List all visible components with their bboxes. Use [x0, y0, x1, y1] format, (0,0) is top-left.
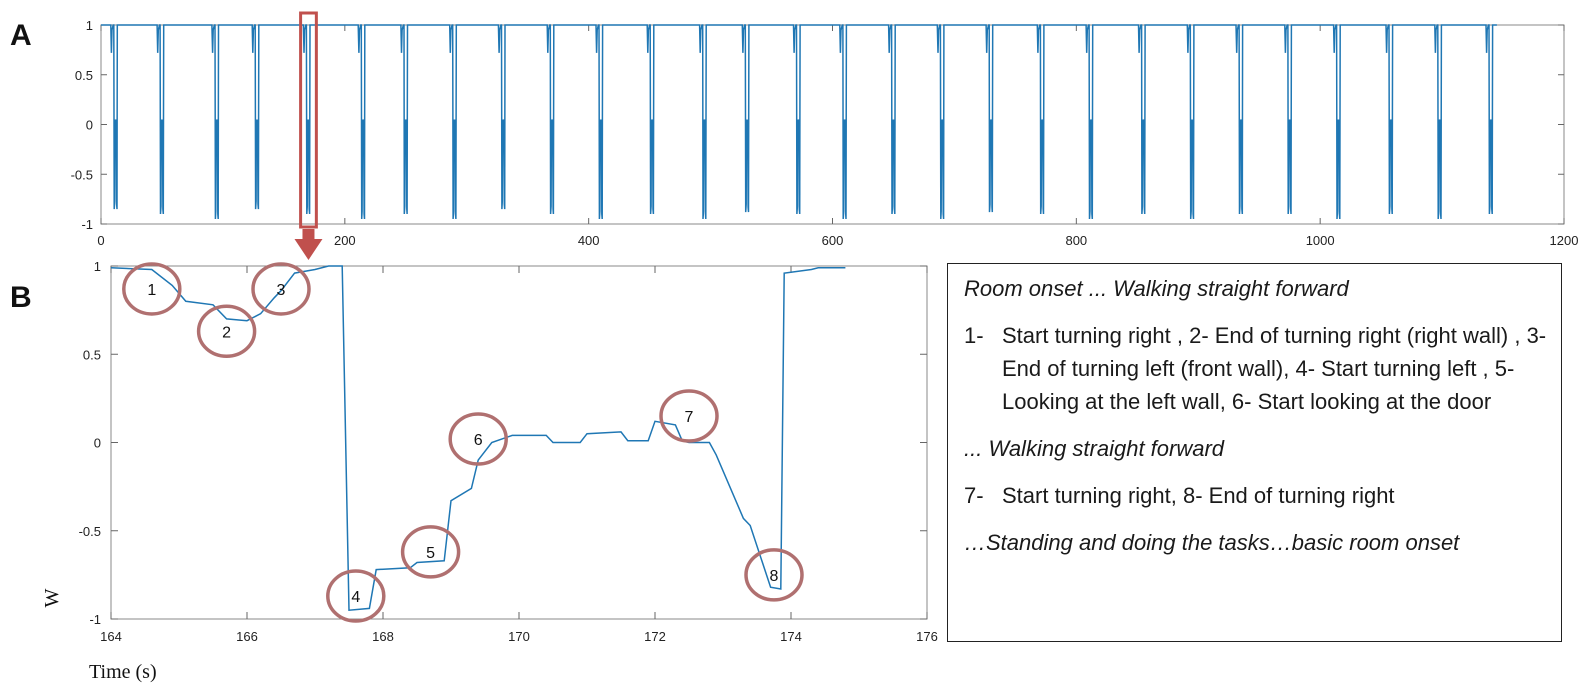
marker-label: 3	[277, 282, 286, 299]
marker-circle	[400, 525, 461, 579]
zoom-arrow	[294, 229, 323, 260]
event-marker: 5	[400, 525, 461, 579]
legend-middle: ... Walking straight forward	[964, 436, 1225, 461]
marker-circle	[326, 569, 386, 623]
marker-circle	[448, 412, 508, 466]
panel-a-axes	[100, 24, 1565, 225]
event-marker: 3	[251, 262, 311, 316]
event-marker: 7	[659, 389, 719, 443]
x-axis-label: Time (s)	[89, 661, 157, 683]
legend-footer: …Standing and doing the tasks…basic room…	[964, 530, 1460, 555]
y-tick-label: 0	[94, 436, 101, 451]
y-tick-label: 0.5	[83, 347, 101, 362]
legend-item-text: Start turning right, 8- End of turning r…	[1002, 483, 1395, 508]
legend-item-num: 7-	[964, 483, 984, 508]
marker-circle	[659, 389, 719, 443]
y-tick-label: -0.5	[71, 167, 93, 182]
marker-label: 7	[685, 409, 694, 426]
legend-item-num: 1-	[964, 323, 984, 348]
panel-a-line	[101, 24, 1497, 220]
marker-label: 1	[147, 282, 156, 299]
x-tick-label: 174	[780, 629, 802, 644]
panel-b-line	[110, 265, 846, 612]
event-marker: 6	[448, 412, 508, 466]
y-axis-label: W	[41, 588, 63, 607]
marker-circle	[251, 262, 311, 316]
y-tick-label: -1	[81, 217, 93, 232]
legend-item-text: Start turning right , 2- End of turning …	[1002, 323, 1547, 414]
event-marker: 4	[326, 569, 386, 623]
y-tick-label: 1	[86, 18, 93, 33]
panel-a-series	[101, 24, 1497, 220]
x-tick-label: 166	[236, 629, 258, 644]
legend-heading: Room onset ... Walking straight forward	[964, 276, 1349, 301]
y-tick-label: 0.5	[75, 68, 93, 83]
x-tick-label: 800	[1065, 233, 1087, 248]
y-tick-label: -1	[89, 612, 101, 627]
x-tick-label: 168	[372, 629, 394, 644]
panel-b-ticks: 164 166 168 170 172 174 176-1-0.500.51	[79, 259, 938, 644]
marker-circle	[122, 262, 182, 316]
marker-label: 4	[351, 589, 360, 606]
x-tick-label: 172	[644, 629, 666, 644]
x-tick-label: 176	[916, 629, 938, 644]
panel-b-label: B	[10, 281, 32, 314]
event-marker: 1	[122, 262, 182, 316]
x-tick-label: 164	[100, 629, 122, 644]
annotation-legend: Room onset ... Walking straight forward …	[947, 263, 1562, 642]
highlight-box	[299, 11, 318, 229]
marker-label: 2	[222, 324, 231, 341]
marker-label: 5	[426, 545, 435, 562]
y-tick-label: -0.5	[79, 524, 101, 539]
marker-circle	[196, 304, 257, 359]
x-tick-label: 200	[334, 233, 356, 248]
y-tick-label: 0	[86, 118, 93, 133]
marker-circle	[744, 548, 804, 602]
arrow-head	[294, 239, 323, 260]
y-tick-label: 1	[94, 259, 101, 274]
marker-label: 6	[474, 432, 483, 449]
panel-a-label: A	[10, 19, 32, 52]
legend-item-1: 1- Start turning right , 2- End of turni…	[964, 319, 1547, 418]
legend-item-7: 7- Start turning right, 8- End of turnin…	[964, 479, 1547, 512]
x-tick-label: 400	[578, 233, 600, 248]
x-tick-label: 170	[508, 629, 530, 644]
marker-label: 8	[770, 568, 779, 585]
arrow-shaft	[302, 229, 315, 240]
panel-a-ticks: 0 200 400 600 800 1000 1200 -1 -0.5 0 0.5 1	[71, 18, 1579, 248]
x-tick-label: 1200	[1550, 233, 1579, 248]
panel-b-markers: 1 2 3 4 5 6 7 8	[122, 262, 804, 623]
panel-b-series	[110, 265, 846, 612]
x-tick-label: 600	[822, 233, 844, 248]
event-marker: 2	[196, 304, 257, 359]
event-marker: 8	[744, 548, 804, 602]
x-tick-label: 0	[97, 233, 104, 248]
x-tick-label: 1000	[1306, 233, 1335, 248]
